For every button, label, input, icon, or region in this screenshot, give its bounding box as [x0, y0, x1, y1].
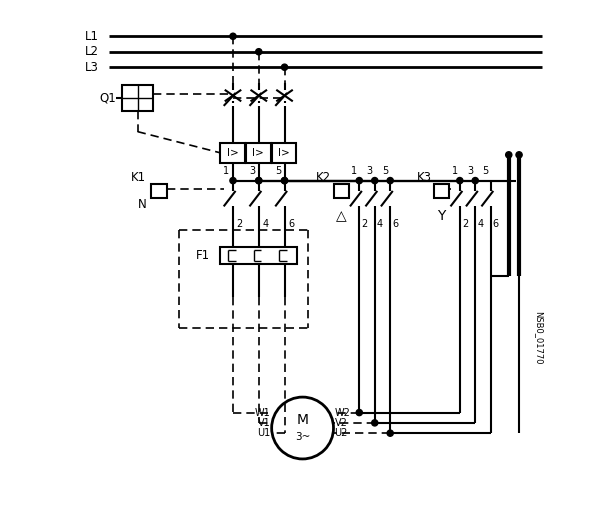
Circle shape — [457, 178, 463, 184]
Text: L3: L3 — [85, 61, 99, 73]
Text: 4: 4 — [262, 219, 269, 229]
Text: Q1: Q1 — [99, 92, 116, 105]
Text: K1: K1 — [131, 171, 146, 184]
FancyBboxPatch shape — [122, 85, 153, 111]
Circle shape — [256, 178, 262, 184]
Circle shape — [356, 410, 362, 416]
Text: K3: K3 — [416, 171, 431, 184]
Text: 6: 6 — [392, 219, 398, 229]
Circle shape — [281, 178, 287, 184]
Text: N: N — [137, 198, 146, 211]
Circle shape — [356, 178, 362, 184]
Circle shape — [230, 178, 236, 184]
Text: 3: 3 — [467, 167, 473, 177]
Text: L2: L2 — [85, 45, 99, 58]
Text: V1: V1 — [258, 418, 271, 428]
Circle shape — [371, 420, 378, 426]
FancyBboxPatch shape — [434, 184, 449, 198]
Circle shape — [472, 178, 478, 184]
Circle shape — [230, 33, 236, 40]
Text: 1: 1 — [223, 167, 229, 177]
Text: NSB0_01770: NSB0_01770 — [533, 311, 542, 365]
Text: 1: 1 — [351, 167, 357, 177]
FancyBboxPatch shape — [246, 143, 271, 163]
Circle shape — [281, 64, 287, 70]
Text: U1: U1 — [257, 428, 271, 438]
Text: △: △ — [336, 209, 347, 224]
Circle shape — [281, 178, 287, 184]
Text: 6: 6 — [493, 219, 499, 229]
FancyBboxPatch shape — [220, 247, 298, 264]
Text: 3: 3 — [249, 167, 255, 177]
Text: W1: W1 — [255, 407, 271, 417]
Text: 4: 4 — [478, 219, 484, 229]
Text: M: M — [296, 413, 308, 427]
Text: 2: 2 — [236, 219, 243, 229]
FancyBboxPatch shape — [334, 184, 349, 198]
Text: W2: W2 — [335, 407, 350, 417]
Circle shape — [256, 48, 262, 55]
Text: 3: 3 — [367, 167, 373, 177]
Text: 1: 1 — [452, 167, 458, 177]
Text: I>: I> — [278, 148, 290, 158]
Text: L1: L1 — [85, 30, 99, 43]
Circle shape — [371, 178, 378, 184]
Text: V2: V2 — [335, 418, 347, 428]
Text: 6: 6 — [288, 219, 294, 229]
FancyBboxPatch shape — [272, 143, 296, 163]
Text: K2: K2 — [316, 171, 331, 184]
Text: 2: 2 — [361, 219, 368, 229]
Text: I>: I> — [253, 148, 264, 158]
Circle shape — [506, 152, 512, 158]
Text: F1: F1 — [196, 249, 210, 262]
Text: 5: 5 — [382, 167, 388, 177]
Text: 5: 5 — [482, 167, 488, 177]
Circle shape — [387, 178, 393, 184]
Text: 5: 5 — [275, 167, 281, 177]
Circle shape — [387, 430, 393, 436]
FancyBboxPatch shape — [151, 184, 167, 198]
Circle shape — [256, 178, 262, 184]
Text: 3~: 3~ — [295, 432, 310, 442]
FancyBboxPatch shape — [220, 143, 245, 163]
Text: 2: 2 — [462, 219, 468, 229]
Text: Y: Y — [437, 209, 446, 224]
Text: I>: I> — [227, 148, 238, 158]
Text: 4: 4 — [377, 219, 383, 229]
Circle shape — [516, 152, 522, 158]
Text: U2: U2 — [335, 428, 348, 438]
